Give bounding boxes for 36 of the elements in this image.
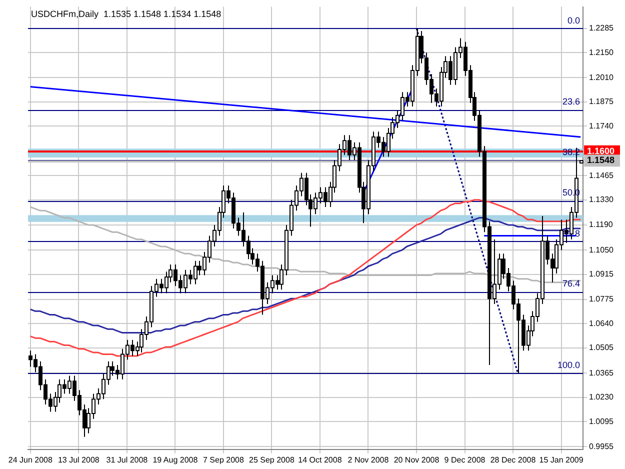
y-tick-label: 1.0915 (589, 270, 614, 279)
annotation: 76.4 (562, 278, 580, 289)
y-tick-label: 1.0775 (589, 294, 614, 304)
y-tick-label: 1.0365 (589, 368, 614, 378)
y-tick-label: 1.1465 (589, 170, 614, 180)
y-tick-label: 1.1330 (589, 195, 614, 204)
y-tick-label: 1.0095 (589, 416, 614, 426)
y-tick-label: 1.2150 (589, 48, 614, 57)
y-tick-label: 1.1740 (589, 121, 614, 130)
annotation: 100.0 (557, 360, 580, 370)
x-tick-label: 20 Nov 2008 (394, 455, 440, 464)
x-tick-label: 24 Jun 2008 (8, 455, 53, 464)
y-tick-label: 1.1050 (589, 245, 614, 254)
x-tick-label: 2 Nov 2008 (348, 455, 390, 464)
y-tick-label: 1.1190 (589, 220, 614, 230)
y-tick-label: 1.2285 (589, 24, 614, 33)
y-tick-label: 1.2010 (589, 72, 614, 82)
x-tick-label: 13 Jul 2008 (58, 455, 100, 464)
x-tick-label: 15 Jan 2009 (539, 455, 584, 464)
chart-title: USDCHFm,Daily 1.1535 1.1548 1.1534 1.1548 (31, 8, 222, 19)
annotation: 0.0 (567, 15, 580, 26)
x-tick-label: 19 Aug 2008 (152, 455, 198, 464)
y-tick-label: 1.0640 (589, 318, 614, 328)
y-tick-label: 1.0230 (589, 392, 614, 402)
x-tick-label: 9 Dec 2008 (444, 455, 486, 464)
annotation: 23.6 (562, 96, 580, 107)
y-tick-label: 1.1875 (589, 97, 614, 106)
ref-line-label: 1.1600 (587, 146, 615, 156)
ref-line-label: 1.1548 (587, 155, 615, 166)
x-tick-label: 31 Jul 2008 (106, 455, 148, 464)
x-tick-label: 28 Dec 2008 (490, 455, 536, 464)
x-tick-label: 14 Oct 2008 (298, 455, 342, 464)
x-tick-label: 7 Sep 2008 (202, 455, 244, 464)
x-tick-label: 25 Sep 2008 (249, 455, 295, 464)
y-tick-label: 1.0505 (589, 343, 614, 352)
y-tick-label: 0.9955 (589, 442, 614, 451)
